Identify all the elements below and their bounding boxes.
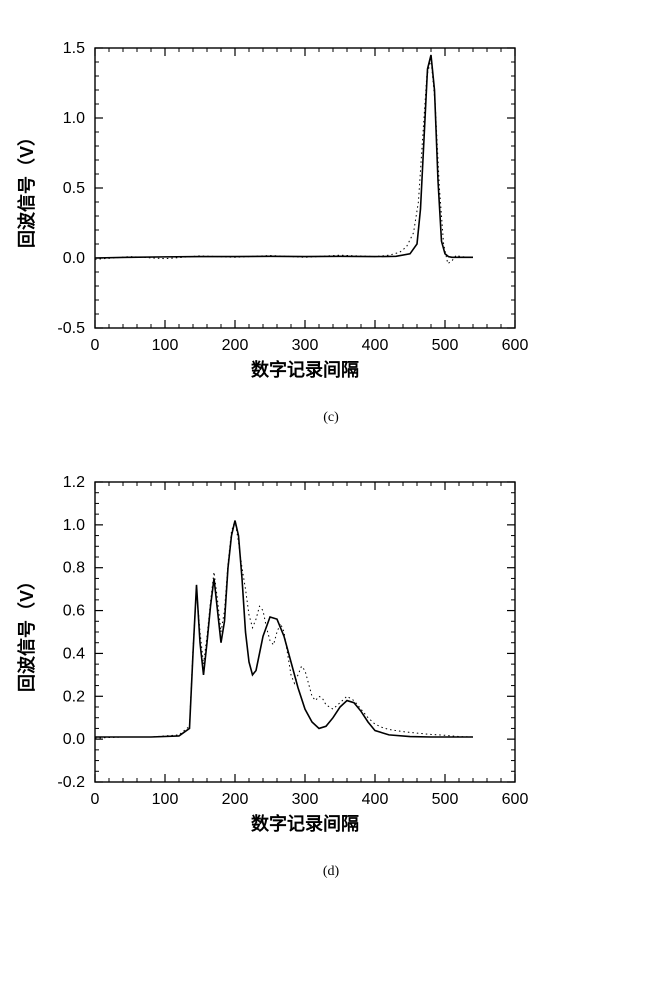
svg-text:600: 600 bbox=[502, 337, 529, 354]
svg-text:0.8: 0.8 bbox=[63, 560, 85, 577]
svg-text:0.6: 0.6 bbox=[63, 603, 85, 620]
svg-text:-0.2: -0.2 bbox=[57, 774, 85, 791]
chart-d-container: 0 100 200 300 400 500 600 -0.2 0.0 0.2 0.4 0.6 0.8 1.… bbox=[0, 454, 662, 854]
svg-text:0.5: 0.5 bbox=[63, 180, 85, 197]
chart-c-svg: 0 100 200 300 400 500 600 -0.5 0.0 0.5 1.0 1.5 数字记录间… bbox=[0, 20, 551, 400]
svg-text:100: 100 bbox=[152, 337, 179, 354]
chart-d-svg: 0 100 200 300 400 500 600 -0.2 0.0 0.2 0.4 0.6 0.8 1.… bbox=[0, 454, 551, 854]
chart-c-container: 0 100 200 300 400 500 600 -0.5 0.0 0.5 1.0 1.5 数字记录间… bbox=[0, 20, 662, 400]
svg-text:500: 500 bbox=[432, 337, 459, 354]
svg-text:1.0: 1.0 bbox=[63, 110, 85, 127]
svg-text:400: 400 bbox=[362, 791, 389, 808]
svg-text:数字记录间隔: 数字记录间隔 bbox=[251, 359, 359, 380]
svg-text:200: 200 bbox=[222, 337, 249, 354]
svg-text:回波信号（V）: 回波信号（V） bbox=[16, 572, 37, 692]
svg-text:300: 300 bbox=[292, 337, 319, 354]
svg-text:回波信号（V）: 回波信号（V） bbox=[16, 128, 37, 248]
svg-text:0: 0 bbox=[91, 337, 100, 354]
chart-c-sublabel: (c) bbox=[0, 410, 662, 426]
svg-text:1.2: 1.2 bbox=[63, 474, 85, 491]
svg-text:1.0: 1.0 bbox=[63, 517, 85, 534]
svg-text:200: 200 bbox=[222, 791, 249, 808]
svg-text:数字记录间隔: 数字记录间隔 bbox=[251, 813, 359, 834]
svg-text:1.5: 1.5 bbox=[63, 40, 85, 57]
svg-text:0.2: 0.2 bbox=[63, 688, 85, 705]
svg-text:100: 100 bbox=[152, 791, 179, 808]
svg-text:400: 400 bbox=[362, 337, 389, 354]
svg-text:300: 300 bbox=[292, 791, 319, 808]
chart-d-sublabel: (d) bbox=[0, 864, 662, 880]
svg-text:500: 500 bbox=[432, 791, 459, 808]
svg-text:-0.5: -0.5 bbox=[57, 320, 85, 337]
svg-text:0.4: 0.4 bbox=[63, 645, 85, 662]
svg-text:0.0: 0.0 bbox=[63, 250, 85, 267]
svg-text:0: 0 bbox=[91, 791, 100, 808]
svg-text:0.0: 0.0 bbox=[63, 731, 85, 748]
svg-text:600: 600 bbox=[502, 791, 529, 808]
